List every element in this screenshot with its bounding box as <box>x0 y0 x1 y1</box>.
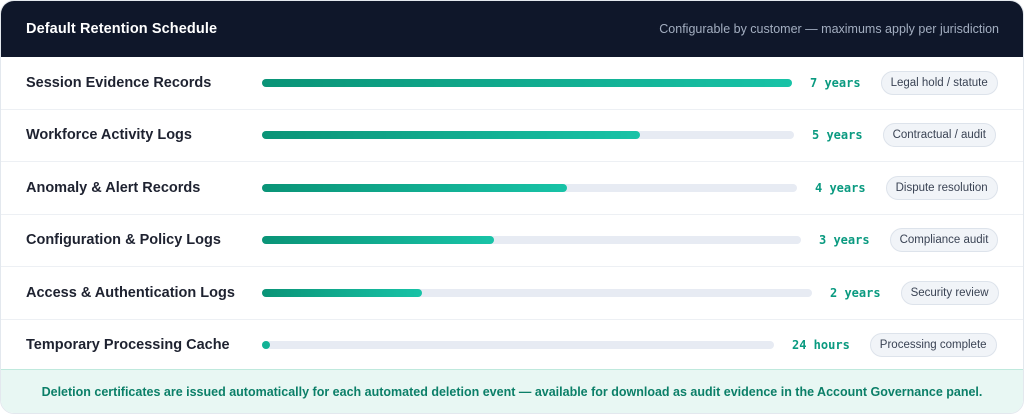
deletion-certificate-banner: Deletion certificates are issued automat… <box>1 369 1023 413</box>
retention-bar-fill <box>262 78 792 87</box>
retention-reason-badge: Compliance audit <box>889 228 999 253</box>
retention-row: Access & Authentication Logs 2 years Sec… <box>1 267 1023 320</box>
retention-bar <box>262 131 794 140</box>
retention-bar <box>262 236 801 245</box>
record-type-label: Workforce Activity Logs <box>26 127 192 144</box>
retention-reason-badge: Contractual / audit <box>882 123 996 148</box>
record-type-label: Access & Authentication Logs <box>26 284 235 301</box>
retention-bar-fill <box>262 183 567 192</box>
record-type-label: Temporary Processing Cache <box>26 337 230 354</box>
retention-row: Anomaly & Alert Records 4 years Dispute … <box>1 162 1023 215</box>
retention-bar-fill <box>262 341 270 350</box>
retention-duration: 2 years <box>830 285 881 300</box>
retention-bar-fill <box>262 236 494 245</box>
retention-bar <box>262 78 792 87</box>
retention-duration: 24 hours <box>792 338 850 353</box>
retention-row: Temporary Processing Cache 24 hours Proc… <box>1 320 1023 372</box>
retention-duration: 3 years <box>819 233 870 248</box>
retention-row: Configuration & Policy Logs 3 years Comp… <box>1 215 1023 267</box>
retention-bar-fill <box>262 131 640 140</box>
retention-row: Workforce Activity Logs 5 years Contract… <box>1 110 1023 162</box>
retention-reason-badge: Security review <box>900 280 999 305</box>
card-header: Default Retention Schedule Configurable … <box>1 1 1023 57</box>
record-type-label: Configuration & Policy Logs <box>26 232 221 249</box>
retention-bar-fill <box>262 288 422 297</box>
retention-duration: 7 years <box>810 75 861 90</box>
retention-reason-badge: Legal hold / statute <box>880 70 998 95</box>
retention-bar <box>262 183 797 192</box>
retention-reason-badge: Dispute resolution <box>885 175 998 200</box>
jurisdiction-note: Configurable by customer — maximums appl… <box>659 22 999 36</box>
retention-row: Session Evidence Records 7 years Legal h… <box>1 57 1023 110</box>
retention-bar <box>262 288 812 297</box>
retention-rows: Session Evidence Records 7 years Legal h… <box>1 57 1023 372</box>
retention-reason-badge: Processing complete <box>869 333 997 358</box>
deletion-certificate-note: Deletion certificates are issued automat… <box>41 384 983 399</box>
record-type-label: Anomaly & Alert Records <box>26 179 201 196</box>
retention-duration: 4 years <box>815 180 866 195</box>
retention-bar <box>262 341 774 350</box>
record-type-label: Session Evidence Records <box>26 74 212 91</box>
card-title: Default Retention Schedule <box>26 21 218 37</box>
retention-duration: 5 years <box>812 128 863 143</box>
